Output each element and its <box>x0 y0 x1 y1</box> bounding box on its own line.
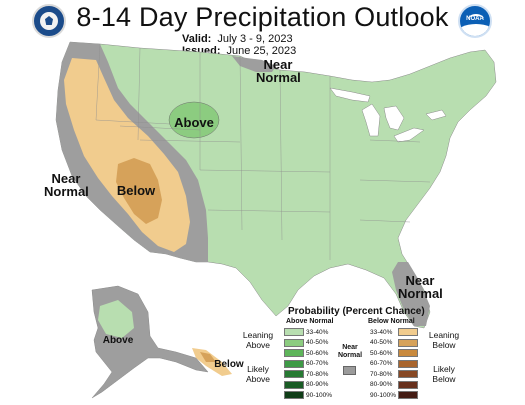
legend-below-swatch-label: 90-100% <box>370 391 397 399</box>
legend-likely-below: Likely Below <box>432 364 456 384</box>
legend-leaning-below: Leaning Below <box>428 330 460 350</box>
valid-value: July 3 - 9, 2023 <box>217 33 293 45</box>
label-near-normal-west: Near Normal <box>44 171 89 199</box>
legend-below-swatch <box>398 328 418 336</box>
legend-above-swatch-label: 70-80% <box>306 370 329 378</box>
doc-seal-icon <box>32 4 66 38</box>
legend-below-swatch <box>398 380 418 389</box>
label-near-normal-west-text: Near Normal <box>44 171 89 199</box>
label-above-north: Above <box>173 116 215 129</box>
legend-above-header: Above Normal <box>286 318 334 325</box>
legend-leaning-above: Leaning Above <box>242 330 274 350</box>
legend-above-swatch <box>284 338 304 347</box>
label-below-alaska-text: Below <box>214 359 244 370</box>
label-above-north-text: Above <box>174 115 214 130</box>
issued-value: June 25, 2023 <box>226 45 297 57</box>
legend-above-swatch <box>284 391 304 399</box>
legend-below-swatch-label: 70-80% <box>370 370 393 378</box>
label-above-alaska-text: Above <box>102 335 134 346</box>
legend-below-swatch <box>398 338 418 347</box>
legend-above-swatch <box>284 349 304 357</box>
label-above-alaska: Above <box>100 334 136 347</box>
below-normal-core <box>116 158 162 224</box>
near-normal-north <box>232 56 276 72</box>
label-near-normal-florida-text: Near Normal <box>398 273 443 301</box>
legend-below-swatch <box>398 370 418 378</box>
legend-near-normal-swatch <box>343 366 356 375</box>
great-lakes <box>329 87 447 143</box>
legend-above-swatch-label: 33-40% <box>306 328 329 336</box>
legend-above-swatch-label: 50-60% <box>306 349 329 357</box>
noaa-logo-icon: NOAA <box>458 4 492 38</box>
legend-below-swatch <box>398 391 418 399</box>
legend-above-swatch-label: 60-70% <box>306 360 329 367</box>
map-title: 8-14 Day Precipitation Outlook <box>76 2 449 32</box>
legend-below-swatch-label: 40-50% <box>370 339 393 346</box>
legend-above-swatch <box>284 328 304 336</box>
label-below-alaska: Below <box>212 358 246 371</box>
legend-above-swatch-label: 90-100% <box>306 391 333 399</box>
valid-label: Valid: <box>182 33 212 45</box>
legend-below-header: Below Normal <box>368 318 415 325</box>
near-normal-florida <box>392 262 430 326</box>
legend-above-swatch <box>284 380 304 389</box>
legend-near-normal-header: Near Normal <box>337 344 363 359</box>
valid-line: Valid: July 3 - 9, 2023 <box>182 33 293 45</box>
legend-above-swatch <box>284 370 304 378</box>
alaska-above <box>98 300 134 338</box>
legend-below-swatch-label: 60-70% <box>370 360 393 367</box>
label-below-west: Below <box>116 184 156 197</box>
label-near-normal-north: Near Normal <box>256 57 301 85</box>
legend-below-swatch-label: 33-40% <box>370 328 393 336</box>
noaa-logo-text: NOAA <box>466 16 484 22</box>
legend-likely-above: Likely Above <box>245 364 271 384</box>
legend-above-swatch-label: 80-90% <box>306 381 329 388</box>
state-borders <box>95 43 431 260</box>
label-near-normal-north-text: Near Normal <box>256 57 301 85</box>
legend-above-swatch-label: 40-50% <box>306 339 329 346</box>
legend-above-swatch <box>284 359 304 368</box>
legend-below-swatch-label: 80-90% <box>370 381 393 388</box>
label-below-west-text: Below <box>116 183 156 198</box>
legend-title: Probability (Percent Chance) <box>288 306 425 317</box>
label-near-normal-florida: Near Normal <box>398 273 443 301</box>
legend-below-swatch <box>398 359 418 368</box>
alaska-below-core <box>200 352 216 362</box>
legend-below-swatch-label: 50-60% <box>370 349 393 357</box>
legend-below-swatch <box>398 349 418 357</box>
